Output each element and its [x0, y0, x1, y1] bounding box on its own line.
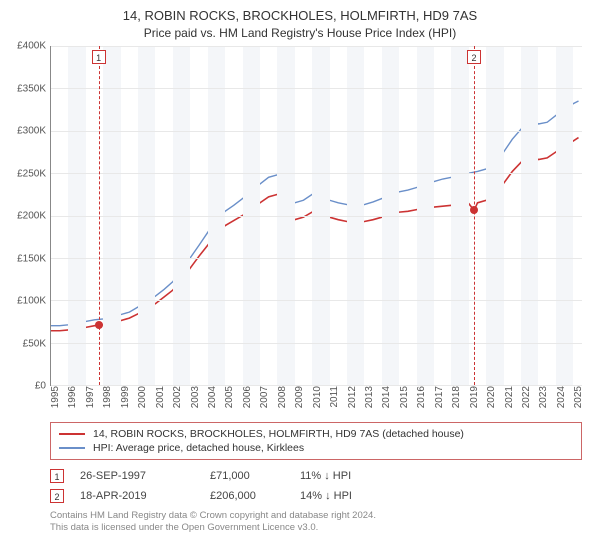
sale-marker-badge: 2 [467, 50, 481, 64]
chart-title: 14, ROBIN ROCKS, BROCKHOLES, HOLMFIRTH, … [10, 8, 590, 23]
sale-row-badge: 1 [50, 469, 64, 483]
x-axis-label: 1997 [81, 386, 96, 408]
y-axis-label: £150K [17, 253, 50, 264]
gridline [51, 258, 582, 259]
x-axis-label: 2016 [412, 386, 427, 408]
y-axis-label: £300K [17, 126, 50, 137]
gridline [51, 131, 582, 132]
legend-item: HPI: Average price, detached house, Kirk… [59, 441, 573, 455]
x-axis-label: 2007 [255, 386, 270, 408]
footnote-line: Contains HM Land Registry data © Crown c… [50, 510, 582, 522]
x-axis-label: 2010 [308, 386, 323, 408]
x-axis-label: 2012 [343, 386, 358, 408]
sale-row: 2 18-APR-2019£206,00014% ↓ HPI [50, 486, 582, 506]
y-axis-label: £250K [17, 168, 50, 179]
gridline [51, 300, 582, 301]
x-axis-label: 2009 [290, 386, 305, 408]
x-axis-label: 2002 [168, 386, 183, 408]
y-axis-label: £50K [23, 338, 50, 349]
gridline [51, 88, 582, 89]
chart-plot-area: 12 £0£50K£100K£150K£200K£250K£300K£350K£… [50, 46, 582, 386]
gridline [51, 173, 582, 174]
x-axis-label: 2015 [395, 386, 410, 408]
copyright-footnote: Contains HM Land Registry data © Crown c… [50, 510, 582, 535]
sale-price: £71,000 [210, 470, 300, 482]
x-axis-label: 2006 [238, 386, 253, 408]
x-axis-label: 2024 [552, 386, 567, 408]
sale-date: 26-SEP-1997 [80, 470, 210, 482]
chart-container: 14, ROBIN ROCKS, BROCKHOLES, HOLMFIRTH, … [0, 0, 600, 541]
footnote-line: This data is licensed under the Open Gov… [50, 522, 582, 534]
chart-subtitle: Price paid vs. HM Land Registry's House … [10, 26, 590, 40]
legend-swatch [59, 433, 85, 435]
x-axis-label: 2011 [325, 386, 340, 408]
x-axis-label: 2018 [447, 386, 462, 408]
x-axis-label: 2019 [465, 386, 480, 408]
x-axis-label: 2020 [482, 386, 497, 408]
sale-pct: 14% ↓ HPI [300, 490, 380, 502]
title-block: 14, ROBIN ROCKS, BROCKHOLES, HOLMFIRTH, … [10, 8, 590, 40]
x-axis-label: 2014 [377, 386, 392, 408]
legend-swatch [59, 447, 85, 449]
x-axis-label: 2022 [517, 386, 532, 408]
x-axis-label: 1999 [116, 386, 131, 408]
x-axis-label: 2021 [500, 386, 515, 408]
legend-label: HPI: Average price, detached house, Kirk… [93, 442, 304, 454]
sale-marker-dot [95, 321, 103, 329]
x-axis-label: 1998 [98, 386, 113, 408]
gridline [51, 46, 582, 47]
x-axis-label: 2023 [534, 386, 549, 408]
x-axis-label: 2017 [430, 386, 445, 408]
sale-marker-line [474, 46, 475, 385]
gridline [51, 216, 582, 217]
plot-region: 12 [50, 46, 582, 386]
x-axis-label: 2025 [569, 386, 584, 408]
x-axis-label: 1995 [46, 386, 61, 408]
x-axis-label: 2001 [151, 386, 166, 408]
sale-pct: 11% ↓ HPI [300, 470, 380, 482]
sale-row-badge: 2 [50, 489, 64, 503]
sale-row: 1 26-SEP-1997£71,00011% ↓ HPI [50, 466, 582, 486]
sales-table: 1 26-SEP-1997£71,00011% ↓ HPI 2 18-APR-2019… [50, 466, 582, 506]
x-axis-label: 1996 [63, 386, 78, 408]
x-axis-label: 2013 [360, 386, 375, 408]
legend-box: 14, ROBIN ROCKS, BROCKHOLES, HOLMFIRTH, … [50, 422, 582, 460]
x-axis-label: 2004 [203, 386, 218, 408]
y-axis-label: £400K [17, 41, 50, 52]
sale-marker-line [99, 46, 100, 385]
x-axis-label: 2000 [133, 386, 148, 408]
gridline [51, 343, 582, 344]
x-axis-label: 2005 [220, 386, 235, 408]
legend-item: 14, ROBIN ROCKS, BROCKHOLES, HOLMFIRTH, … [59, 427, 573, 441]
sale-marker-badge: 1 [92, 50, 106, 64]
legend-label: 14, ROBIN ROCKS, BROCKHOLES, HOLMFIRTH, … [93, 428, 464, 440]
y-axis-label: £200K [17, 211, 50, 222]
y-axis-label: £350K [17, 83, 50, 94]
sale-price: £206,000 [210, 490, 300, 502]
x-axis-label: 2003 [186, 386, 201, 408]
y-axis-label: £100K [17, 296, 50, 307]
sale-date: 18-APR-2019 [80, 490, 210, 502]
x-axis-label: 2008 [273, 386, 288, 408]
